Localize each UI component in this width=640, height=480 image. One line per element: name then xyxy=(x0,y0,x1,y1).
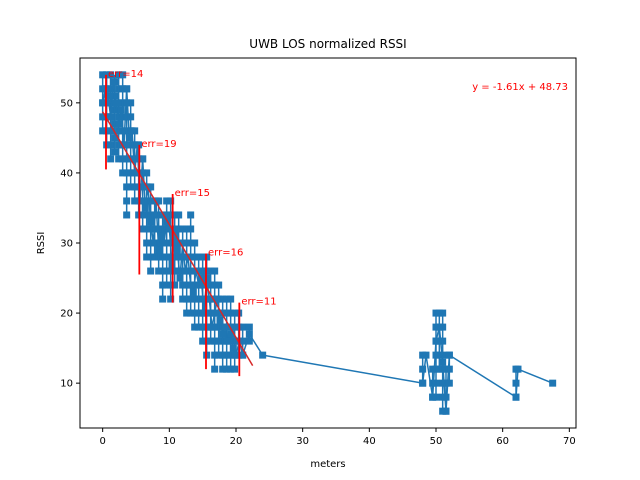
x-tick-label: 40 xyxy=(363,436,376,447)
data-point xyxy=(160,239,168,247)
x-tick-label: 10 xyxy=(163,436,176,447)
data-point xyxy=(131,169,139,177)
data-point xyxy=(200,309,208,317)
data-point xyxy=(259,351,267,359)
plot-area: err=14 err=19 err=15 err=16 err=11 xyxy=(99,69,557,415)
chart-title: UWB LOS normalized RSSI xyxy=(249,37,406,51)
data-point xyxy=(442,407,450,415)
data-point xyxy=(147,218,155,226)
data-point xyxy=(144,183,152,191)
y-tick-label: 30 xyxy=(60,239,73,250)
data-point xyxy=(181,267,189,275)
data-point xyxy=(123,85,131,93)
y-tick-label: 10 xyxy=(60,379,73,390)
y-tick-label: 20 xyxy=(60,309,73,320)
data-point xyxy=(514,365,522,373)
data-point xyxy=(173,246,181,254)
data-point xyxy=(221,323,229,331)
data-point xyxy=(163,218,171,226)
data-point xyxy=(208,323,216,331)
data-point xyxy=(195,281,203,289)
data-point xyxy=(107,113,115,121)
data-point xyxy=(435,323,443,331)
data-point xyxy=(157,232,165,240)
data-point xyxy=(512,393,520,401)
data-point xyxy=(155,246,163,254)
data-point xyxy=(128,127,136,135)
data-point xyxy=(112,99,120,107)
data-point xyxy=(149,239,157,247)
data-point xyxy=(213,295,221,303)
data-point xyxy=(176,274,184,282)
data-point xyxy=(445,351,453,359)
data-point xyxy=(216,316,224,324)
axis-ticks: 0 10 20 30 40 50 60 70 10 20 30 40 50 xyxy=(60,98,575,447)
data-point xyxy=(219,330,227,338)
data-point xyxy=(165,225,173,233)
data-point xyxy=(439,358,447,366)
data-point xyxy=(141,204,149,212)
y-tick-label: 40 xyxy=(60,168,73,179)
plot-frame xyxy=(79,57,577,429)
data-point xyxy=(120,141,128,149)
data-point xyxy=(171,232,179,240)
data-point xyxy=(239,351,247,359)
x-tick-label: 30 xyxy=(296,436,309,447)
data-point xyxy=(211,309,219,317)
data-point xyxy=(549,379,557,387)
data-point xyxy=(139,155,147,163)
data-point xyxy=(125,134,133,142)
data-point xyxy=(227,330,235,338)
x-tick-label: 50 xyxy=(430,436,443,447)
data-point xyxy=(133,141,141,149)
data-point xyxy=(429,393,437,401)
error-bar-label: err=16 xyxy=(208,248,243,259)
data-point xyxy=(229,344,237,352)
data-point xyxy=(245,330,253,338)
x-tick-label: 20 xyxy=(230,436,243,447)
error-bar-label: err=14 xyxy=(108,69,143,80)
data-point xyxy=(104,92,112,100)
data-point xyxy=(179,239,187,247)
data-point xyxy=(99,99,107,107)
y-tick-label: 50 xyxy=(60,98,73,109)
data-point xyxy=(117,106,125,114)
data-point xyxy=(419,379,427,387)
data-point xyxy=(109,78,117,86)
data-point xyxy=(189,288,197,296)
error-bar-label: err=19 xyxy=(141,139,176,150)
data-point xyxy=(232,351,240,359)
data-point xyxy=(187,281,195,289)
x-tick-label: 0 xyxy=(99,436,105,447)
data-point xyxy=(432,337,440,345)
x-tick-label: 70 xyxy=(563,436,576,447)
data-point xyxy=(115,120,123,128)
error-bar-label: err=11 xyxy=(241,297,276,308)
data-point xyxy=(205,295,213,303)
x-axis-label: meters xyxy=(310,459,345,470)
data-point xyxy=(224,337,232,345)
fit-equation-label: y = -1.61x + 48.73 xyxy=(472,82,568,93)
y-axis-label: RSSI xyxy=(36,232,47,255)
data-point xyxy=(422,351,430,359)
x-tick-label: 60 xyxy=(496,436,509,447)
fit-line xyxy=(102,111,254,366)
error-bar-label: err=15 xyxy=(175,188,210,199)
